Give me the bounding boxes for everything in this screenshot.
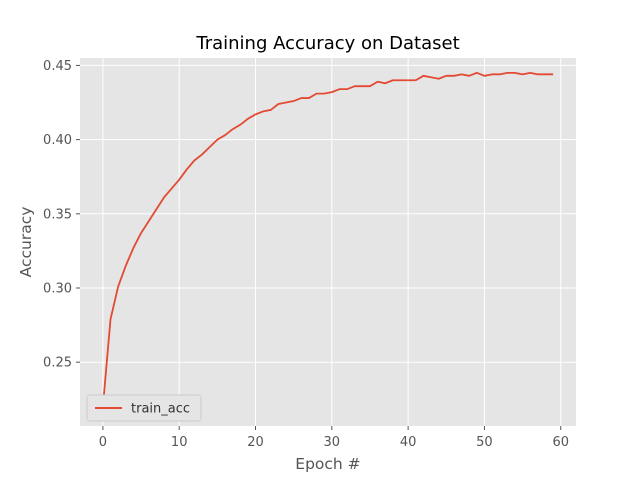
- plot-background: [80, 58, 576, 426]
- y-tick-label: 0.25: [43, 356, 72, 371]
- x-tick-label: 20: [247, 435, 264, 450]
- series-lines: [101, 71, 554, 407]
- tick-labels: 0 10 20 30 40 50 60 0.25 0.30 0.35 0.40 0.45: [43, 59, 569, 450]
- legend: train_acc: [86, 394, 202, 422]
- y-axis-label: Accuracy: [17, 207, 35, 278]
- grid-lines: [80, 58, 576, 426]
- y-tick-label: 0.45: [43, 59, 72, 74]
- y-tick-label: 0.40: [43, 133, 72, 148]
- series-line-train-acc: [101, 71, 554, 407]
- x-tick-label: 30: [324, 435, 341, 450]
- y-tick-label: 0.30: [43, 282, 72, 297]
- y-tick-label: 0.35: [43, 207, 72, 222]
- x-tick-label: 40: [400, 435, 417, 450]
- legend-box: [86, 394, 202, 422]
- x-tick-label: 50: [476, 435, 493, 450]
- x-tick-label: 0: [99, 435, 107, 450]
- x-tick-label: 10: [171, 435, 188, 450]
- chart-title: Training Accuracy on Dataset: [195, 33, 459, 54]
- legend-label-train-acc: train_acc: [131, 402, 190, 417]
- x-axis-label: Epoch #: [295, 455, 360, 473]
- x-tick-label: 60: [552, 435, 569, 450]
